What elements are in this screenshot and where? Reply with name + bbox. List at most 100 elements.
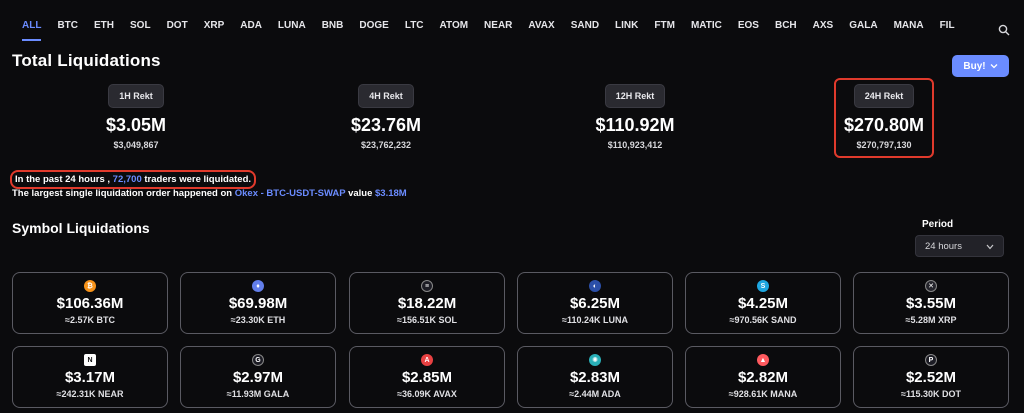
tab-avax[interactable]: AVAX — [528, 19, 555, 31]
tab-eth[interactable]: ETH — [94, 19, 115, 31]
symbol-card[interactable]: ♦ $69.98M ≈23.30K ETH — [180, 272, 336, 334]
tab-link[interactable]: LINK — [615, 19, 639, 31]
symbol-card[interactable]: G $2.97M ≈11.93M GALA — [180, 346, 336, 408]
tab-atom[interactable]: ATOM — [439, 19, 469, 31]
stat-1h-value: $3.05M — [105, 115, 167, 135]
stat-24h-exact: $270,797,130 — [856, 140, 912, 150]
symbol-card[interactable]: P $2.52M ≈115.30K DOT — [853, 346, 1009, 408]
tab-doge[interactable]: DOGE — [359, 19, 389, 31]
symbol-quantity: ≈110.24K LUNA — [562, 315, 628, 325]
ada-icon: ✺ — [589, 354, 601, 366]
symbol-amount: $2.85M — [401, 369, 453, 386]
page-title: Total Liquidations — [12, 51, 161, 70]
symbol-amount: $4.25M — [737, 295, 789, 312]
period-select[interactable]: 24 hours — [915, 235, 1004, 257]
tab-xrp[interactable]: XRP — [203, 19, 225, 31]
tab-mana[interactable]: MANA — [893, 19, 924, 31]
largest-order-info: The largest single liquidation order hap… — [12, 188, 407, 199]
symbol-card[interactable]: ✺ $2.83M ≈2.44M ADA — [517, 346, 673, 408]
symbol-amount: $18.22M — [397, 295, 457, 312]
tab-eos[interactable]: EOS — [737, 19, 759, 31]
symbol-card[interactable]: S $4.25M ≈970.56K SAND — [685, 272, 841, 334]
avax-icon: A — [421, 354, 433, 366]
symbol-quantity: ≈5.28M XRP — [905, 315, 957, 325]
order-value: $3.18M — [375, 188, 407, 199]
symbol-card[interactable]: ✕ $3.55M ≈5.28M XRP — [853, 272, 1009, 334]
tab-bnb[interactable]: BNB — [321, 19, 344, 31]
stat-4h-button[interactable]: 4H Rekt — [358, 84, 414, 108]
stat-24h-button[interactable]: 24H Rekt — [853, 84, 915, 108]
stat-12h: 12H Rekt $110.92M $110,923,412 — [575, 84, 695, 150]
symbol-quantity: ≈970.56K SAND — [729, 315, 797, 325]
tab-luna[interactable]: LUNA — [277, 19, 306, 31]
buy-button[interactable]: Buy! — [952, 55, 1009, 77]
trader-count: 72,700 — [112, 174, 142, 185]
luna-icon: ◐ — [589, 280, 601, 292]
symbol-quantity: ≈2.44M ADA — [569, 389, 621, 399]
chevron-down-icon — [990, 64, 998, 69]
info-text: value — [345, 188, 376, 199]
sand-icon: S — [757, 280, 769, 292]
tab-sand[interactable]: SAND — [570, 19, 600, 31]
stat-12h-exact: $110,923,412 — [607, 140, 663, 150]
tab-fil[interactable]: FIL — [939, 19, 955, 31]
tab-ada[interactable]: ADA — [240, 19, 262, 31]
symbol-card[interactable]: ◐ $6.25M ≈110.24K LUNA — [517, 272, 673, 334]
symbol-amount: $6.25M — [569, 295, 621, 312]
symbol-quantity: ≈36.09K AVAX — [397, 389, 457, 399]
symbol-quantity: ≈2.57K BTC — [65, 315, 115, 325]
symbol-amount: $2.83M — [569, 369, 621, 386]
symbol-card[interactable]: ▲ $2.82M ≈928.61K MANA — [685, 346, 841, 408]
tab-all[interactable]: ALL — [22, 14, 42, 41]
tab-bch[interactable]: BCH — [774, 19, 797, 31]
tab-gala[interactable]: GALA — [849, 19, 878, 31]
stat-4h-value: $23.76M — [350, 115, 422, 135]
tab-ltc[interactable]: LTC — [404, 19, 424, 31]
stat-4h: 4H Rekt $23.76M $23,762,232 — [326, 84, 446, 150]
period-value: 24 hours — [925, 240, 962, 252]
highlight-box — [834, 78, 934, 158]
sol-icon: ≡ — [421, 280, 433, 292]
symbol-quantity: ≈928.61K MANA — [728, 389, 798, 399]
info-text: In the past 24 hours , — [15, 174, 113, 185]
tab-near[interactable]: NEAR — [484, 19, 513, 31]
coin-tabs: ALL BTC ETH SOL DOT XRP ADA LUNA BNB DOGE LTC ATOM N… — [12, 0, 1024, 50]
stat-1h-button[interactable]: 1H Rekt — [108, 84, 164, 108]
stat-1h-exact: $3,049,867 — [113, 140, 159, 150]
symbol-amount: $3.55M — [905, 295, 957, 312]
mana-icon: ▲ — [757, 354, 769, 366]
exchange-link[interactable]: Okex - BTC-USDT-SWAP — [234, 188, 346, 199]
near-icon: N — [84, 354, 96, 366]
btc-icon: ₿ — [84, 280, 96, 292]
xrp-icon: ✕ — [925, 280, 937, 292]
tab-ftm[interactable]: FTM — [654, 19, 675, 31]
tab-dot[interactable]: DOT — [166, 19, 188, 31]
symbol-quantity: ≈115.30K DOT — [901, 389, 961, 399]
stat-1h: 1H Rekt $3.05M $3,049,867 — [76, 84, 196, 150]
tab-matic[interactable]: MATIC — [690, 19, 722, 31]
chevron-down-icon — [986, 244, 994, 250]
stat-12h-value: $110.92M — [595, 115, 675, 135]
symbol-card[interactable]: A $2.85M ≈36.09K AVAX — [349, 346, 505, 408]
symbol-card[interactable]: ₿ $106.36M ≈2.57K BTC — [12, 272, 168, 334]
symbol-card[interactable]: ≡ $18.22M ≈156.51K SOL — [349, 272, 505, 334]
tab-sol[interactable]: SOL — [130, 19, 151, 31]
buy-label: Buy! — [963, 60, 986, 72]
stat-12h-button[interactable]: 12H Rekt — [604, 84, 666, 108]
search-icon[interactable] — [998, 24, 1010, 36]
period-label: Period — [922, 219, 954, 230]
symbol-card[interactable]: N $3.17M ≈242.31K NEAR — [12, 346, 168, 408]
gala-icon: G — [252, 354, 264, 366]
tab-axs[interactable]: AXS — [812, 19, 834, 31]
symbol-amount: $2.97M — [232, 369, 284, 386]
symbol-quantity: ≈242.31K NEAR — [56, 389, 124, 399]
info-text: traders were liquidated. — [141, 174, 252, 185]
symbol-quantity: ≈11.93M GALA — [226, 389, 290, 399]
tab-btc[interactable]: BTC — [57, 19, 79, 31]
symbol-amount: $3.17M — [64, 369, 116, 386]
symbol-amount: $106.36M — [56, 295, 124, 312]
stat-24h-value: $270.80M — [843, 115, 925, 135]
liquidated-traders-info: In the past 24 hours , 72,700 traders we… — [10, 170, 257, 189]
symbol-amount: $69.98M — [228, 295, 288, 312]
section-title: Symbol Liquidations — [12, 220, 150, 236]
